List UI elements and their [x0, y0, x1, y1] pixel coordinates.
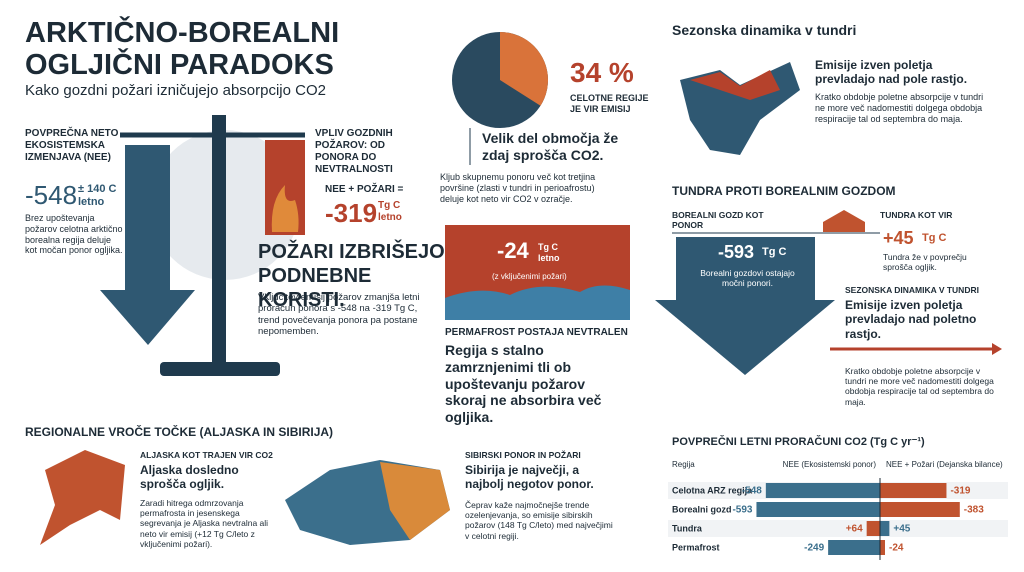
value-label: -319	[950, 486, 970, 497]
unit: Tg C	[922, 232, 947, 244]
row-band	[668, 520, 1008, 537]
tundra-map	[680, 62, 800, 155]
siberia-fire	[380, 462, 450, 540]
formula: NEE + POŽARI =	[325, 184, 404, 195]
value-label: -249	[804, 543, 824, 554]
label: SEZONSKA DINAMIKA V TUNDRI	[845, 285, 979, 295]
headline: Velik del območja že zdaj sprošča CO2.	[482, 130, 619, 163]
value-label: -548	[742, 486, 762, 497]
category-label: Permafrost	[672, 543, 720, 553]
bar	[765, 483, 880, 498]
season-arrow-head	[992, 343, 1002, 355]
bar	[880, 502, 960, 517]
bar	[880, 540, 885, 555]
pie-slice	[500, 32, 548, 106]
headline: Sibirija je največji, a najbolj negotov …	[465, 463, 594, 492]
text: Tundra že v povprečju sprošča ogljik.	[883, 252, 967, 273]
text: Kratko obdobje poletne absorpcije v tund…	[845, 366, 994, 407]
flame	[271, 185, 299, 232]
label: PERMAFROST POSTAJA NEVTRALEN	[445, 327, 628, 338]
value-label: -383	[964, 505, 984, 516]
scale-base	[160, 362, 280, 376]
column-header: Regija	[672, 460, 695, 469]
headline: Emisije izven poletja prevladajo nad pol…	[845, 298, 977, 341]
alaska-map	[40, 450, 125, 545]
section-title: TUNDRA PROTI BOREALNIM GOZDOM	[672, 184, 896, 198]
unit: Tg C letno	[378, 200, 402, 223]
value: -548	[25, 180, 78, 210]
value: -319	[325, 198, 378, 228]
tundra-arrow	[823, 210, 865, 232]
category-label: Tundra	[672, 524, 703, 534]
label: POVPREČNA NETO EKOSISTEMSKA IZMENJAVA (N…	[25, 128, 119, 163]
value-label: +45	[893, 524, 910, 535]
unit: ± 140 C letno	[78, 183, 117, 209]
value-label: -593	[732, 505, 752, 516]
label: TUNDRA KOT VIR	[880, 210, 953, 220]
text: Brez upoštevanja požarov celotna arktičn…	[25, 213, 123, 256]
sink-arrow	[100, 145, 195, 345]
title-line: OGLJIČNI PARADOKS	[25, 49, 334, 81]
text: Vključitev emisij požarov zmanjša letni …	[258, 292, 420, 338]
text: Kratko obdobje poletne absorpcije v tund…	[815, 92, 984, 124]
text: Zaradi hitrega odmrzovanja permafrosta i…	[140, 498, 269, 549]
text: Kljub skupnemu ponoru več kot tretjina p…	[440, 172, 596, 204]
caption: CELOTNE REGIJE JE VIR EMISIJ	[570, 93, 649, 114]
note: (z vključenimi požari)	[492, 272, 567, 281]
value: +45	[883, 228, 914, 248]
tundra-map-fire	[690, 70, 780, 100]
headline: Regija s stalno zamrznjenimi tli ob upoš…	[445, 342, 602, 426]
bar	[866, 521, 880, 536]
headline: POŽARI IZBRIŠEJO PODNEBNE KORISTI.	[258, 241, 445, 311]
forest-arrow	[655, 237, 835, 375]
category-label: Celotna ARZ regija	[672, 486, 753, 496]
bar	[880, 483, 947, 498]
headline: Aljaska dosledno sprošča ogljik.	[140, 463, 239, 492]
legend-entry: NEE + Požari (Dejanska bilance)	[886, 460, 1003, 469]
label: BOREALNI GOZD KOT PONOR	[672, 210, 764, 231]
bar	[756, 502, 880, 517]
legend-entry: NEE (Ekosistemski ponor)	[782, 460, 876, 469]
text: Borealni gozdovi ostajajo močni ponori.	[700, 268, 795, 289]
subtitle: Kako gozdni požari izničujejo absorpcijo…	[25, 82, 326, 99]
chart-title: POVPREČNI LETNI PRORAČUNI CO2 (Tg C yr⁻¹…	[672, 436, 925, 448]
value-label: -24	[889, 543, 904, 554]
unit: Tg C letno	[538, 242, 560, 263]
label: SIBIRSKI PONOR IN POŽARI	[465, 450, 581, 460]
headline: Emisije izven poletja prevladajo nad pol…	[815, 58, 968, 87]
title-line: ARKTIČNO-BOREALNI	[25, 17, 340, 49]
bar	[880, 521, 890, 536]
value: -24	[497, 238, 529, 263]
label: ALJASKA KOT TRAJEN VIR CO2	[140, 450, 273, 460]
pie-label: 34 %	[570, 57, 634, 88]
bar	[828, 540, 880, 555]
value-label: +64	[846, 524, 863, 535]
text: Čeprav kaže najmočnejše trende ozelenjev…	[465, 500, 613, 541]
section-title: REGIONALNE VROČE TOČKE (ALJASKA IN SIBIR…	[25, 425, 334, 439]
section-title: Sezonska dinamika v tundri	[672, 22, 857, 38]
fire-layer	[445, 225, 630, 298]
category-label: Borealni gozd	[672, 505, 732, 515]
label: VPLIV GOZDNIH POŽAROV: OD PONORA DO NEVT…	[315, 128, 393, 175]
unit: Tg C	[762, 246, 787, 258]
value: -593	[718, 242, 755, 262]
scale-post	[212, 115, 226, 365]
